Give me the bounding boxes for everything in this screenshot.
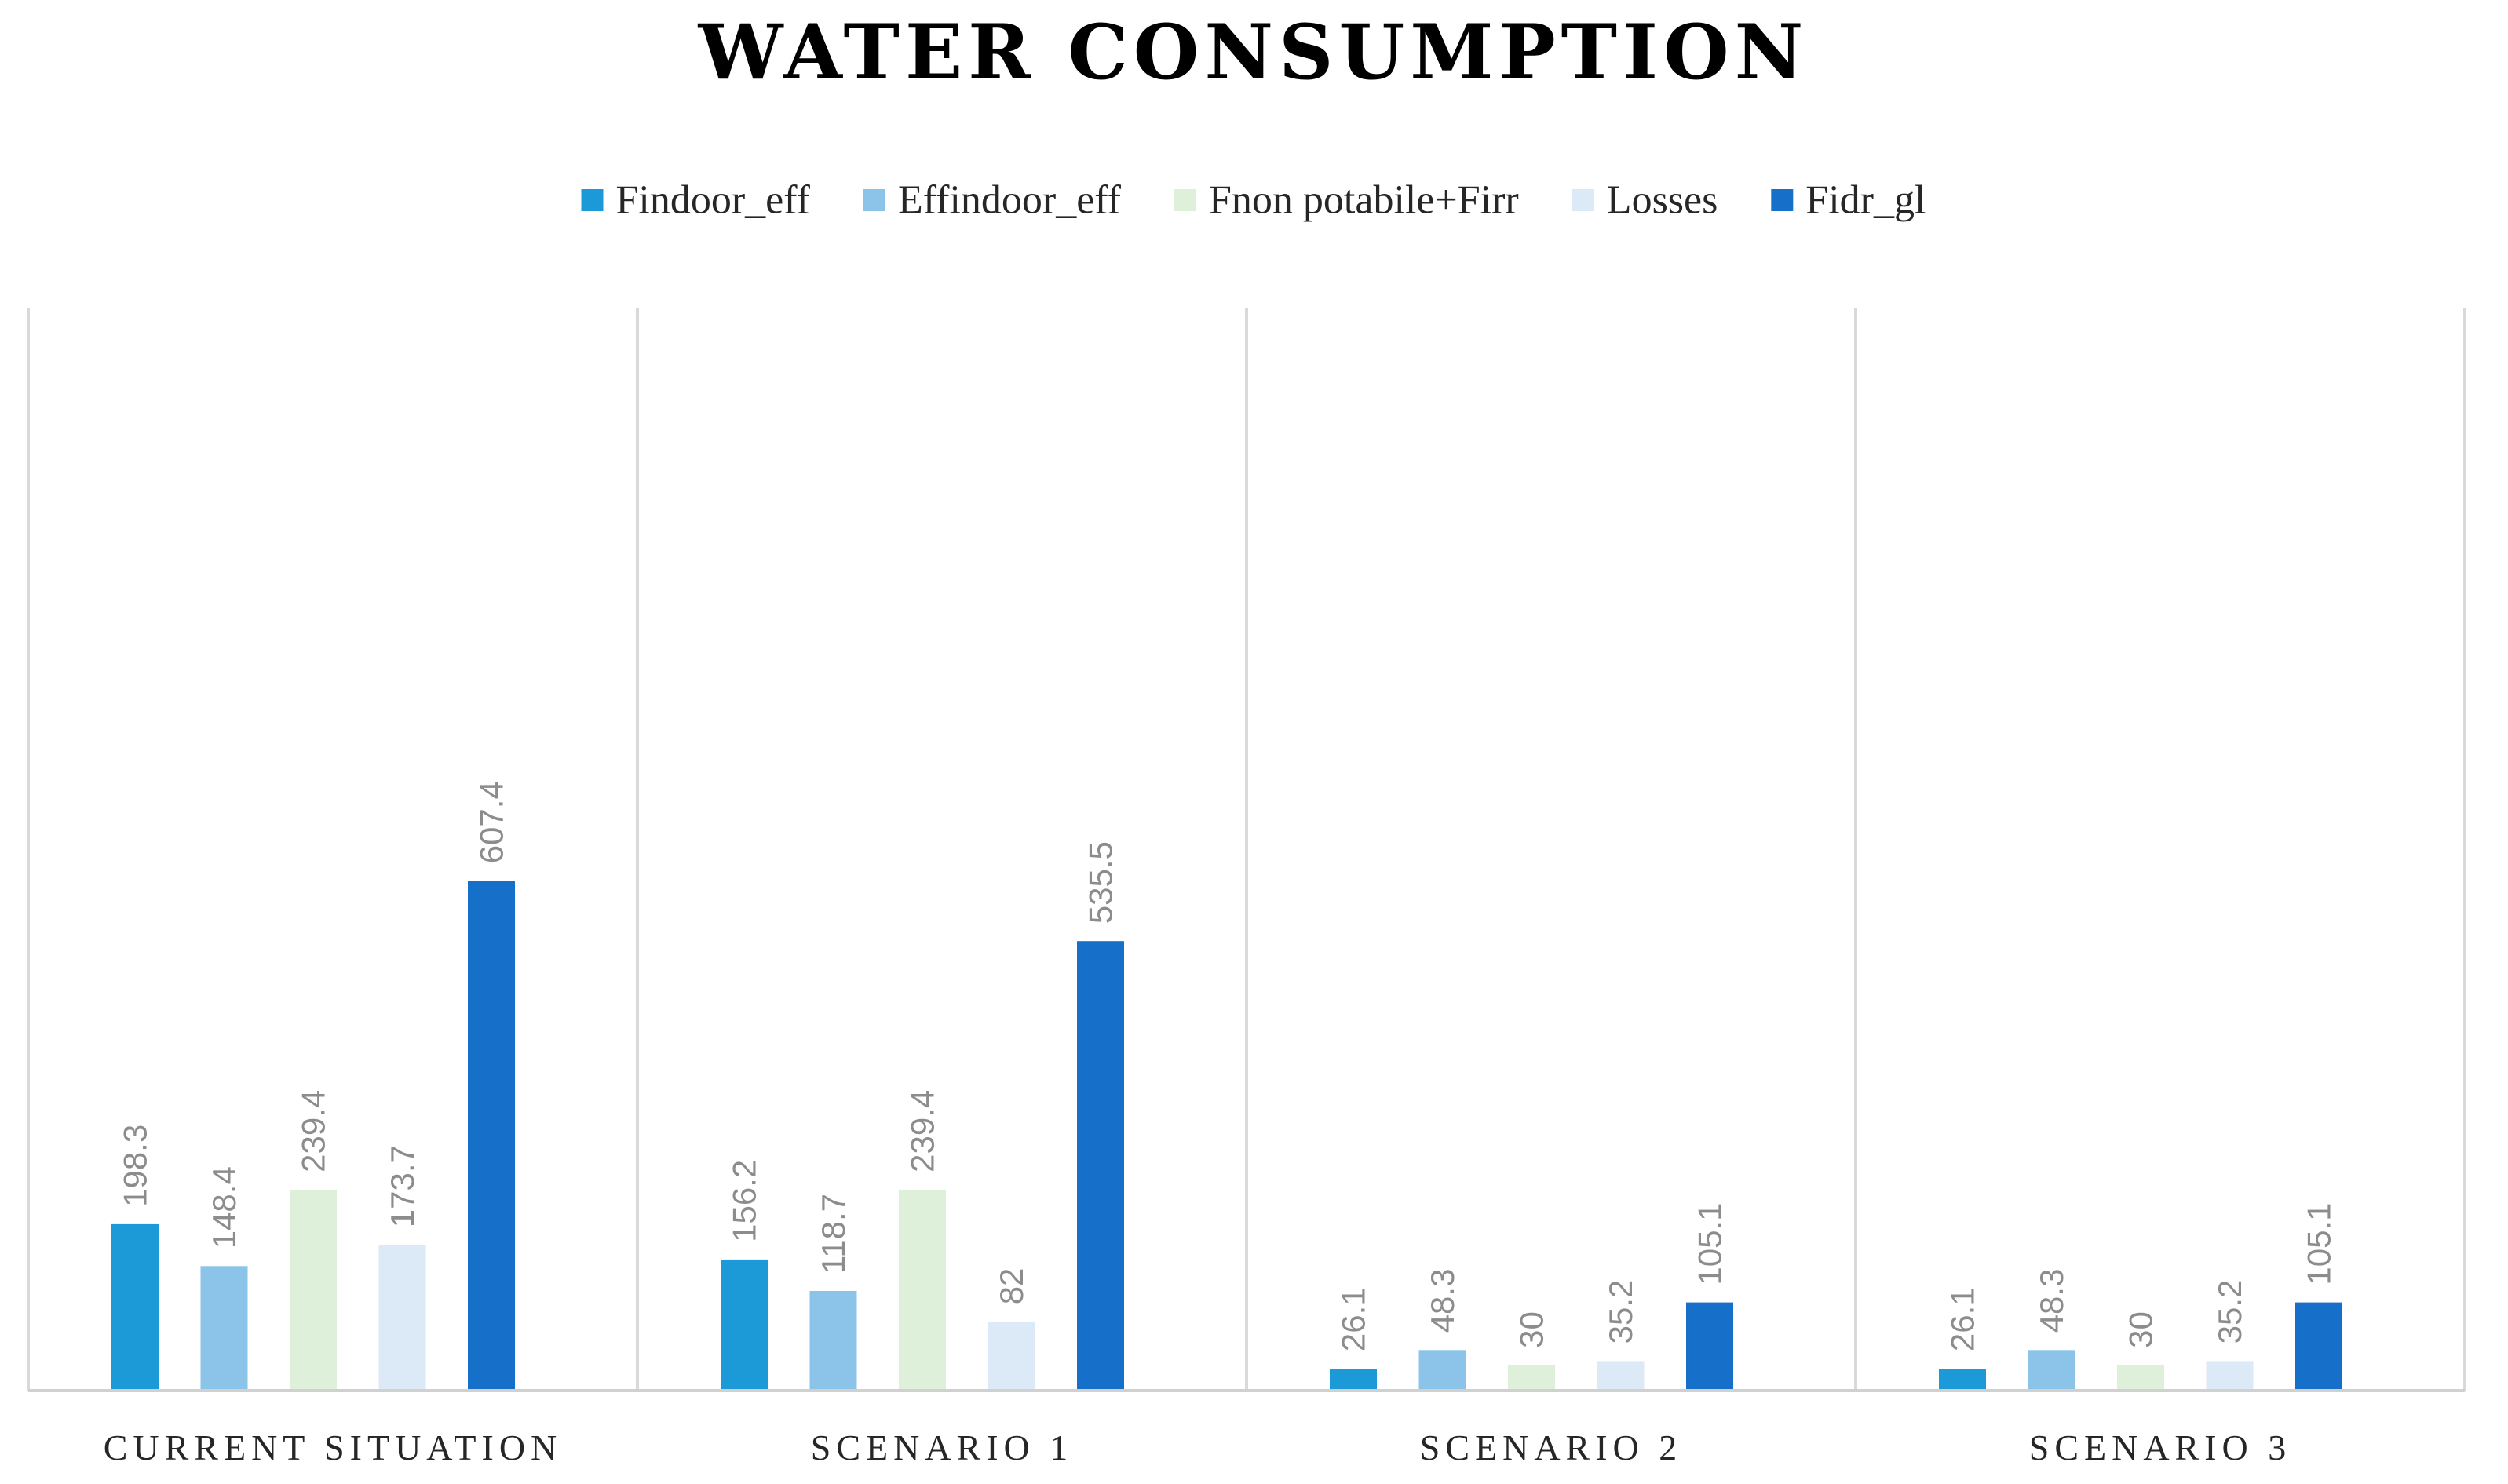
legend-swatch (1771, 189, 1794, 211)
data-label-findoor-eff-scenario-1: 156.2 (726, 1160, 763, 1242)
data-label-losses-current-situation: 173.7 (384, 1145, 421, 1227)
legend-swatch (1572, 189, 1594, 211)
category-label-scenario-3: SCENARIO 3 (2029, 1427, 2292, 1468)
bar-findoor-eff-scenario-2 (1330, 1369, 1377, 1391)
category-label-scenario-2: SCENARIO 2 (1420, 1427, 1683, 1468)
data-label-fidr-gl-scenario-1: 535.5 (1082, 841, 1119, 924)
legend-label: Findoor_eff (616, 178, 811, 223)
data-label-fidr-gl-scenario-3: 105.1 (2301, 1202, 2338, 1285)
data-label-findoor-eff-scenario-3: 26.1 (1944, 1287, 1981, 1351)
bar-fidr-gl-scenario-3 (2295, 1302, 2342, 1391)
bar-fidr-gl-current-situation (468, 881, 515, 1391)
legend-label: Fidr_gl (1805, 178, 1926, 223)
data-label-fnon-potabile-firr-scenario-3: 30 (2123, 1311, 2159, 1348)
legend-item-fnon-potabile-firr: Fnon potabile+Firr (1174, 178, 1519, 223)
bar-losses-scenario-3 (2206, 1361, 2254, 1391)
bar-fidr-gl-scenario-2 (1686, 1302, 1733, 1391)
bar-fnon-potabile-firr-scenario-1 (899, 1189, 946, 1391)
data-label-fidr-gl-current-situation: 607.4 (473, 781, 510, 863)
data-label-fnon-potabile-firr-scenario-1: 239.4 (904, 1090, 941, 1172)
legend-item-effindoor-eff: Effindoor_eff (863, 178, 1122, 223)
bar-losses-scenario-2 (1597, 1361, 1645, 1391)
category-label-current-situation: CURRENT SITUATION (104, 1427, 563, 1468)
data-label-effindoor-eff-scenario-3: 48.3 (2033, 1269, 2070, 1333)
data-label-fnon-potabile-firr-current-situation: 239.4 (295, 1090, 332, 1172)
data-label-effindoor-eff-scenario-1: 118.7 (815, 1194, 852, 1274)
legend-label: Losses (1607, 178, 1718, 223)
bar-fidr-gl-scenario-1 (1077, 941, 1124, 1391)
category-label-scenario-1: SCENARIO 1 (811, 1427, 1074, 1468)
legend-item-losses: Losses (1572, 178, 1718, 223)
bar-fnon-potabile-firr-scenario-2 (1508, 1365, 1555, 1391)
bar-findoor-eff-scenario-1 (721, 1259, 768, 1391)
data-label-losses-scenario-2: 35.2 (1602, 1280, 1639, 1344)
x-axis: CURRENT SITUATION SCENARIO 1 SCENARIO 2 SCE… (28, 1389, 2465, 1468)
data-label-fnon-potabile-firr-scenario-2: 30 (1513, 1311, 1550, 1348)
data-labels: 198.3 148.4 239.4 173.7 607.4 156.2 118.7 239.4… (117, 781, 2338, 1351)
data-label-effindoor-eff-current-situation: 148.4 (206, 1166, 243, 1249)
bar-effindoor-eff-current-situation (200, 1266, 248, 1391)
data-label-fidr-gl-scenario-2: 105.1 (1692, 1202, 1729, 1285)
bar-findoor-eff-current-situation (111, 1223, 159, 1391)
data-label-losses-scenario-3: 35.2 (2211, 1280, 2248, 1344)
legend-swatch (1174, 189, 1196, 211)
bars (111, 881, 2342, 1391)
legend-label: Effindoor_eff (898, 178, 1122, 223)
legend-swatch (581, 189, 604, 211)
data-label-findoor-eff-scenario-2: 26.1 (1335, 1287, 1372, 1351)
chart-title: WATER CONSUMPTION (698, 8, 1809, 97)
bar-losses-scenario-1 (988, 1322, 1035, 1391)
category-dividers (27, 308, 2466, 1391)
legend-swatch (863, 189, 885, 211)
data-label-losses-scenario-1: 82 (993, 1268, 1030, 1305)
legend: Findoor_eff Effindoor_eff Fnon potabile+Fi… (581, 178, 1926, 223)
bar-losses-current-situation (378, 1245, 426, 1391)
legend-item-findoor-eff: Findoor_eff (581, 178, 811, 223)
data-label-effindoor-eff-scenario-2: 48.3 (1424, 1269, 1461, 1333)
legend-label: Fnon potabile+Firr (1209, 178, 1519, 223)
bar-findoor-eff-scenario-3 (1939, 1369, 1986, 1391)
bar-fnon-potabile-firr-scenario-3 (2117, 1365, 2164, 1391)
legend-item-fidr-gl: Fidr_gl (1771, 178, 1926, 223)
bar-effindoor-eff-scenario-1 (809, 1291, 857, 1391)
bar-effindoor-eff-scenario-2 (1418, 1350, 1466, 1391)
bar-fnon-potabile-firr-current-situation (290, 1189, 337, 1391)
bar-effindoor-eff-scenario-3 (2028, 1350, 2075, 1391)
data-label-findoor-eff-current-situation: 198.3 (117, 1125, 154, 1207)
